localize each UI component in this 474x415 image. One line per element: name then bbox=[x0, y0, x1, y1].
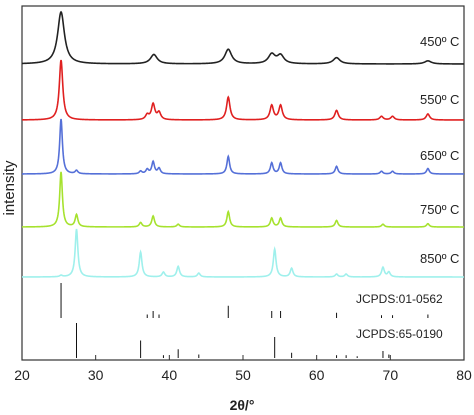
x-tick-label: 80 bbox=[456, 367, 472, 383]
reference-label: JCPDS:65-0190 bbox=[356, 327, 443, 341]
x-tick-label: 50 bbox=[235, 367, 251, 383]
series-label: 550º C bbox=[420, 92, 459, 107]
plot-frame bbox=[21, 5, 465, 361]
x-tick-label: 60 bbox=[309, 367, 325, 383]
series-line-4 bbox=[22, 171, 464, 228]
x-tick-label: 70 bbox=[383, 367, 399, 383]
series-line-1 bbox=[21, 10, 465, 65]
axes: 20 30 40 50 60 70 80 bbox=[14, 5, 472, 383]
series-line-2 bbox=[22, 59, 464, 121]
y-axis-label: intensity bbox=[1, 160, 18, 216]
reference-label: JCPDS:01-0562 bbox=[356, 292, 443, 306]
series-label: 850º C bbox=[420, 251, 459, 266]
x-tick-label: 30 bbox=[88, 367, 104, 383]
reference-group: JCPDS:01-0562 JCPDS:65-0190 bbox=[60, 283, 443, 358]
series-line-5 bbox=[22, 228, 464, 278]
x-tick-label: 20 bbox=[14, 367, 30, 383]
x-axis-label: 2θ/° bbox=[230, 397, 255, 413]
series-label: 750º C bbox=[420, 202, 459, 217]
series-label: 450º C bbox=[420, 34, 459, 49]
series-label: 650º C bbox=[420, 148, 459, 163]
x-tick-label: 40 bbox=[162, 367, 178, 383]
series-line-3 bbox=[21, 118, 464, 175]
series-group: 450º C 550º C 650º C 750º C 850º C bbox=[21, 10, 465, 278]
